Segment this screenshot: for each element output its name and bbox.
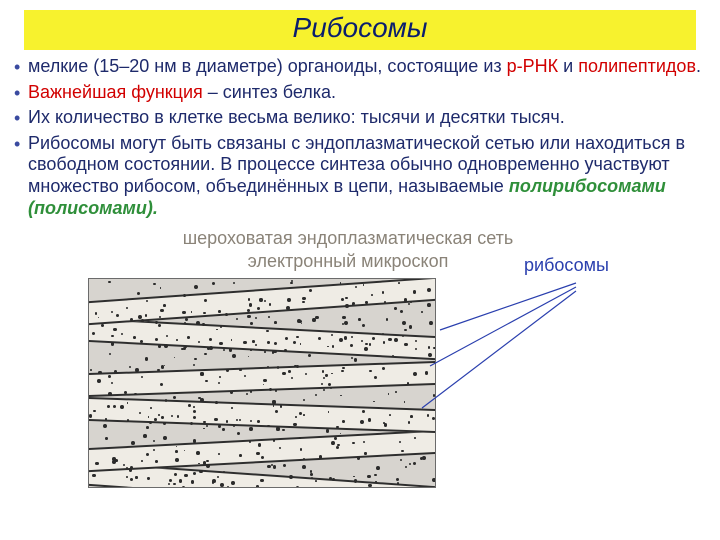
bullet-item: Их количество в клетке весьма велико: ты… <box>14 107 706 129</box>
bullet-item: Важнейшая функция – синтез белка. <box>14 82 706 104</box>
text-segment: Важнейшая функция <box>28 82 203 102</box>
bullet-list: мелкие (15–20 нм в диаметре) органоиды, … <box>14 56 706 219</box>
text-segment: Их количество в клетке весьма велико: ты… <box>28 107 565 127</box>
text-segment: мелкие (15–20 нм в диаметре) органоиды, … <box>28 56 507 76</box>
membrane-stripe <box>88 360 436 397</box>
text-segment: – синтез белка. <box>203 82 336 102</box>
figure-caption-line1: шероховатая эндоплазматическая сеть <box>68 227 628 250</box>
membrane-stripe <box>88 278 436 326</box>
figure: шероховатая эндоплазматическая сеть элек… <box>68 227 628 488</box>
callout-label: рибосомы <box>524 255 609 276</box>
micrograph-image <box>88 278 436 488</box>
membrane-stripe <box>88 396 436 433</box>
text-segment: . <box>696 56 701 76</box>
page-title: Рибосомы <box>24 10 696 50</box>
text-segment: р-РНК <box>507 56 559 76</box>
bullet-item: Рибосомы могут быть связаны с эндоплазма… <box>14 133 706 219</box>
title-text: Рибосомы <box>293 12 428 43</box>
slide: { "title": { "text": "Рибосомы", "color"… <box>0 10 720 540</box>
text-segment: полипептидов <box>578 56 696 76</box>
text-segment: и <box>558 56 578 76</box>
membrane-stripe <box>88 429 436 473</box>
bullet-item: мелкие (15–20 нм в диаметре) органоиды, … <box>14 56 706 78</box>
membrane-stripe <box>88 317 436 361</box>
